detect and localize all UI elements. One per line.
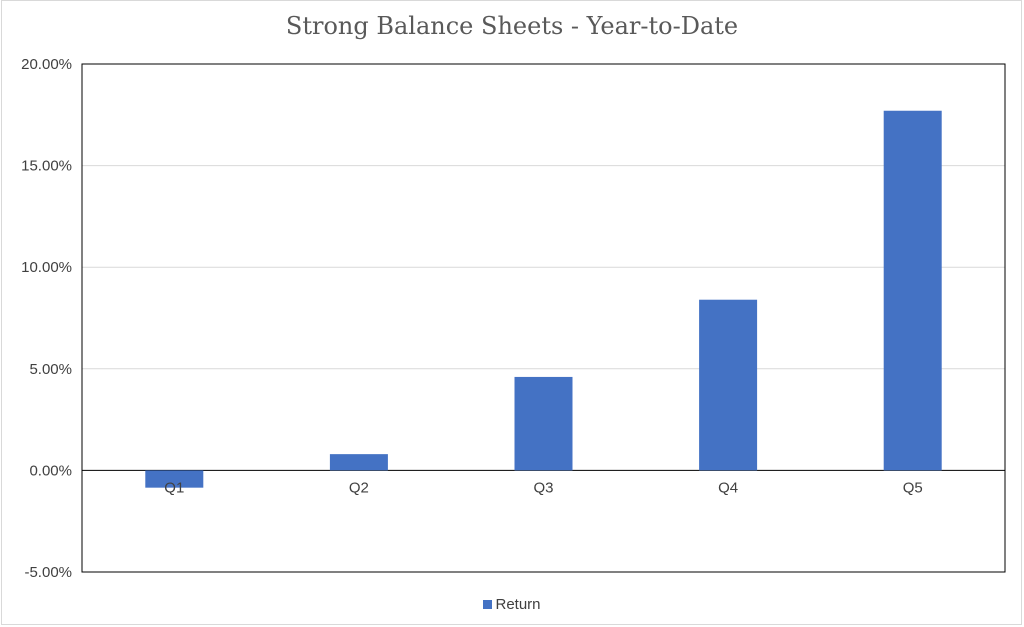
bar (145, 470, 204, 488)
bar (699, 299, 758, 471)
bar (514, 376, 573, 471)
y-tick-label: 20.00% (21, 56, 72, 73)
bar (329, 454, 388, 471)
x-tick-label: Q2 (349, 479, 369, 496)
y-tick-label: 10.00% (21, 259, 72, 276)
chart-title: Strong Balance Sheets - Year-to-Date (285, 12, 739, 40)
y-tick-label: -5.00% (24, 564, 72, 581)
legend: Return (0, 596, 1024, 613)
legend-swatch (483, 600, 493, 609)
y-tick-label: 0.00% (29, 462, 72, 479)
x-tick-label: Q4 (718, 479, 738, 496)
plot-area-border (81, 63, 1006, 573)
y-tick-label: 15.00% (21, 158, 72, 175)
x-tick-label: Q1 (164, 479, 184, 496)
x-tick-label: Q5 (903, 479, 923, 496)
x-tick-label: Q3 (533, 479, 553, 496)
y-tick-label: 5.00% (29, 361, 72, 378)
legend-label: Return (495, 596, 541, 613)
bar (883, 110, 942, 471)
